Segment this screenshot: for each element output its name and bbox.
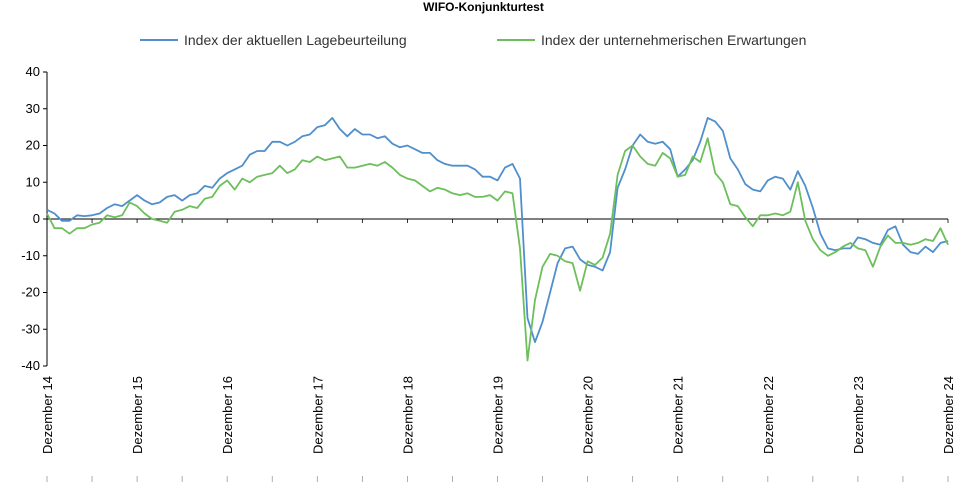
y-tick-label: 0: [33, 211, 40, 226]
x-tick-label: Dezember 19: [491, 376, 506, 454]
y-tick-label: 20: [26, 138, 40, 153]
legend-swatch-erwartungen: [497, 39, 535, 41]
series-line-erwartungen: [46, 137, 949, 362]
legend-swatch-lage: [140, 39, 178, 41]
x-tick-label: Dezember 23: [851, 376, 866, 454]
legend-label-lage: Index der aktuellen Lagebeurteilung: [184, 32, 407, 48]
x-tick-label: Dezember 24: [941, 376, 956, 454]
x-tick-label: Dezember 18: [400, 376, 415, 454]
chart-title: WIFO-Konjunkturtest: [423, 0, 544, 14]
series-line-lage: [46, 117, 949, 344]
legend-item-erwartungen: Index der unternehmerischen Erwartungen: [497, 32, 806, 48]
legend-label-erwartungen: Index der unternehmerischen Erwartungen: [541, 32, 807, 48]
x-tick-label: Dezember 15: [130, 376, 145, 454]
x-tick-label: Dezember 21: [671, 376, 686, 454]
x-tick-label: Dezember 14: [40, 376, 55, 454]
x-tick-label: Dezember 20: [581, 376, 596, 454]
y-tick-label: 10: [26, 174, 40, 189]
y-tick-label: 40: [26, 64, 40, 79]
x-tick-label: Dezember 16: [220, 376, 235, 454]
x-tick-label: Dezember 22: [761, 376, 776, 454]
y-tick-label: 30: [26, 101, 40, 116]
x-tick-label: Dezember 17: [310, 376, 325, 454]
legend: Index der aktuellen Lagebeurteilung Inde…: [0, 32, 967, 52]
y-tick-label: -10: [21, 248, 40, 263]
y-tick-label: -20: [21, 285, 40, 300]
y-tick-label: -40: [21, 358, 40, 373]
y-tick-label: -30: [21, 321, 40, 336]
legend-item-lage: Index der aktuellen Lagebeurteilung: [140, 32, 407, 48]
